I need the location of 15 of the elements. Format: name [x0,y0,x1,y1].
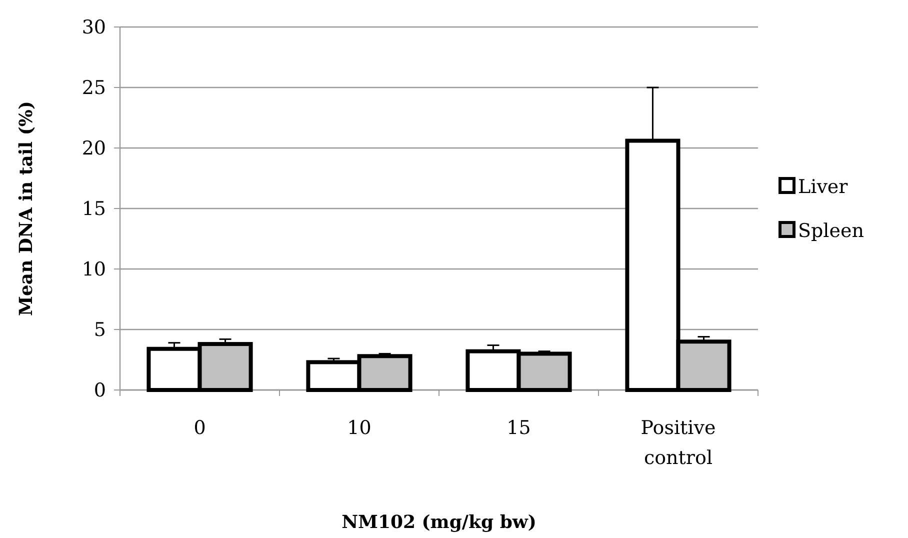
legend-label: Liver [798,176,849,198]
x-axis-title: NM102 (mg/kg bw) [342,512,536,533]
x-tick-label: 0 [194,417,206,439]
x-tick-label: 15 [506,417,531,439]
y-tick-label: 30 [82,16,106,39]
y-tick-label: 5 [94,319,106,342]
y-tick-label: 20 [82,138,106,160]
y-tick-label: 10 [82,258,106,281]
y-axis-title: Mean DNA in tail (%) [16,101,37,316]
y-tick-label: 25 [82,77,106,100]
y-tick-label: 0 [94,380,106,402]
x-tick-label: Positive control [640,417,716,469]
x-tick-label: 10 [347,417,372,439]
legend-label: Spleen [798,220,864,242]
y-tick-label: 15 [82,198,106,220]
